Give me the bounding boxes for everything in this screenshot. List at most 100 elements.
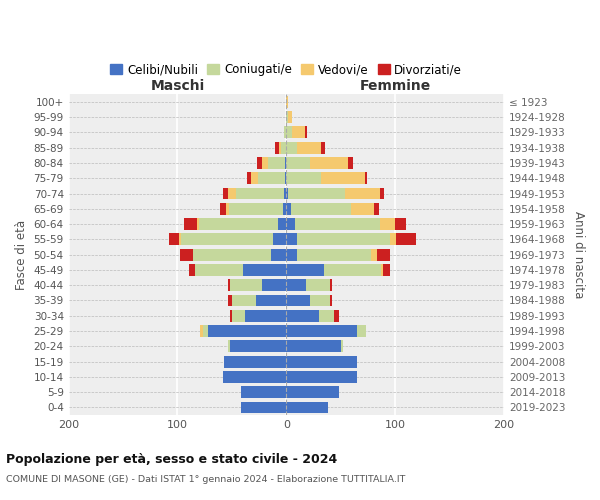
Bar xyxy=(321,172,365,184)
Bar xyxy=(286,248,297,260)
Bar xyxy=(289,188,345,200)
Bar xyxy=(319,310,334,322)
Bar xyxy=(227,340,230,352)
Legend: Celibi/Nubili, Coniugati/e, Vedovi/e, Divorziati/e: Celibi/Nubili, Coniugati/e, Vedovi/e, Di… xyxy=(106,58,467,81)
Bar xyxy=(377,248,389,260)
Bar xyxy=(381,264,383,276)
Bar xyxy=(285,157,286,169)
Bar xyxy=(190,264,195,276)
Bar xyxy=(232,294,256,306)
Bar xyxy=(229,203,283,214)
Bar xyxy=(310,294,330,306)
Bar xyxy=(286,280,306,291)
Bar xyxy=(341,340,343,352)
Bar xyxy=(349,157,353,169)
Bar xyxy=(227,294,232,306)
Bar xyxy=(283,203,286,214)
Bar xyxy=(275,142,278,154)
Bar xyxy=(371,248,377,260)
Bar xyxy=(286,172,321,184)
Bar xyxy=(271,248,286,260)
Bar xyxy=(365,172,367,184)
Bar xyxy=(278,218,286,230)
Text: Femmine: Femmine xyxy=(359,78,431,92)
Bar xyxy=(241,402,286,413)
Bar xyxy=(286,325,357,337)
Bar xyxy=(289,111,292,123)
Bar xyxy=(268,157,285,169)
Bar xyxy=(374,203,379,214)
Bar xyxy=(284,126,286,138)
Bar xyxy=(306,280,330,291)
Bar xyxy=(297,234,389,245)
Bar xyxy=(295,218,380,230)
Bar xyxy=(281,142,286,154)
Bar xyxy=(286,218,295,230)
Text: Maschi: Maschi xyxy=(151,78,205,92)
Bar xyxy=(224,356,286,368)
Bar xyxy=(203,325,208,337)
Text: COMUNE DI MASONE (GE) - Dati ISTAT 1° gennaio 2024 - Elaborazione TUTTITALIA.IT: COMUNE DI MASONE (GE) - Dati ISTAT 1° ge… xyxy=(6,475,406,484)
Bar xyxy=(286,340,341,352)
Bar xyxy=(195,264,243,276)
Bar xyxy=(345,188,380,200)
Bar xyxy=(236,188,284,200)
Bar xyxy=(330,294,332,306)
Bar xyxy=(251,172,258,184)
Bar xyxy=(199,218,278,230)
Bar xyxy=(245,310,286,322)
Bar xyxy=(169,234,179,245)
Bar xyxy=(230,310,232,322)
Bar xyxy=(230,280,262,291)
Bar xyxy=(380,188,384,200)
Y-axis label: Anni di nascita: Anni di nascita xyxy=(572,211,585,298)
Bar xyxy=(334,310,338,322)
Bar xyxy=(396,234,416,245)
Y-axis label: Fasce di età: Fasce di età xyxy=(15,220,28,290)
Bar xyxy=(184,218,197,230)
Bar xyxy=(286,402,328,413)
Bar xyxy=(297,248,371,260)
Bar xyxy=(286,111,289,123)
Bar xyxy=(357,325,366,337)
Bar xyxy=(230,340,286,352)
Bar xyxy=(286,142,297,154)
Bar xyxy=(330,280,332,291)
Bar xyxy=(286,157,310,169)
Bar xyxy=(286,126,292,138)
Bar xyxy=(284,188,286,200)
Bar xyxy=(200,325,203,337)
Bar xyxy=(278,142,281,154)
Bar xyxy=(286,310,319,322)
Bar xyxy=(247,172,251,184)
Bar xyxy=(273,234,286,245)
Bar xyxy=(383,264,389,276)
Bar xyxy=(297,142,321,154)
Bar xyxy=(208,325,286,337)
Bar xyxy=(305,126,307,138)
Bar xyxy=(179,234,181,245)
Bar xyxy=(226,203,229,214)
Bar xyxy=(286,234,297,245)
Bar xyxy=(227,280,230,291)
Bar xyxy=(286,356,357,368)
Bar xyxy=(197,218,199,230)
Text: Popolazione per età, sesso e stato civile - 2024: Popolazione per età, sesso e stato civil… xyxy=(6,452,337,466)
Bar xyxy=(262,157,268,169)
Bar xyxy=(380,218,395,230)
Bar xyxy=(389,234,396,245)
Bar xyxy=(179,248,193,260)
Bar xyxy=(310,157,349,169)
Bar xyxy=(286,96,289,108)
Bar xyxy=(290,203,350,214)
Bar xyxy=(292,126,305,138)
Bar xyxy=(286,371,357,383)
Bar xyxy=(243,264,286,276)
Bar xyxy=(350,203,374,214)
Bar xyxy=(227,188,236,200)
Bar xyxy=(285,172,286,184)
Bar xyxy=(241,386,286,398)
Bar xyxy=(321,142,325,154)
Bar xyxy=(256,294,286,306)
Bar xyxy=(220,203,226,214)
